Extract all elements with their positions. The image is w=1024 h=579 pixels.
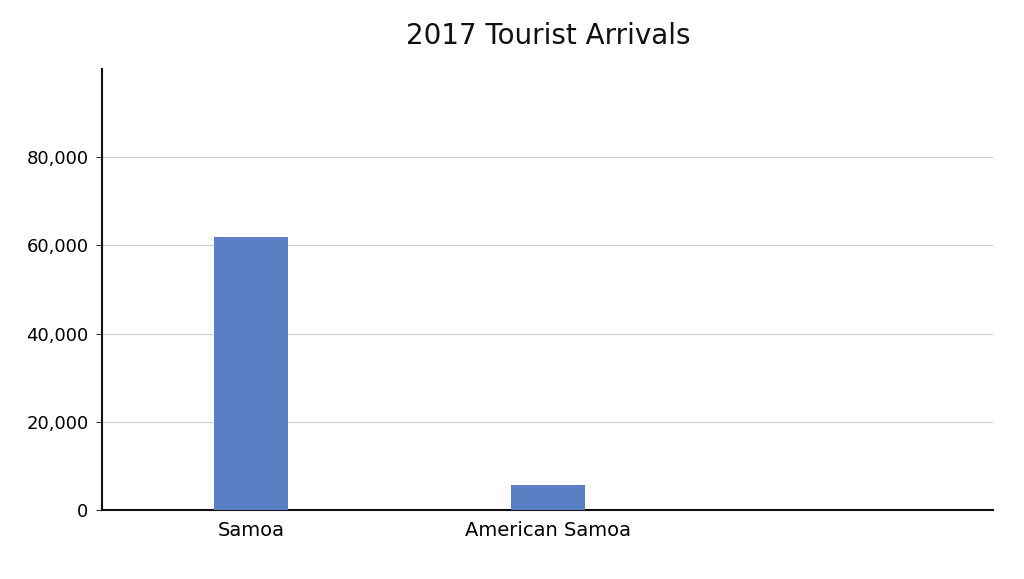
Title: 2017 Tourist Arrivals: 2017 Tourist Arrivals — [406, 23, 690, 50]
Bar — [214, 237, 288, 510]
Bar — [511, 485, 585, 510]
